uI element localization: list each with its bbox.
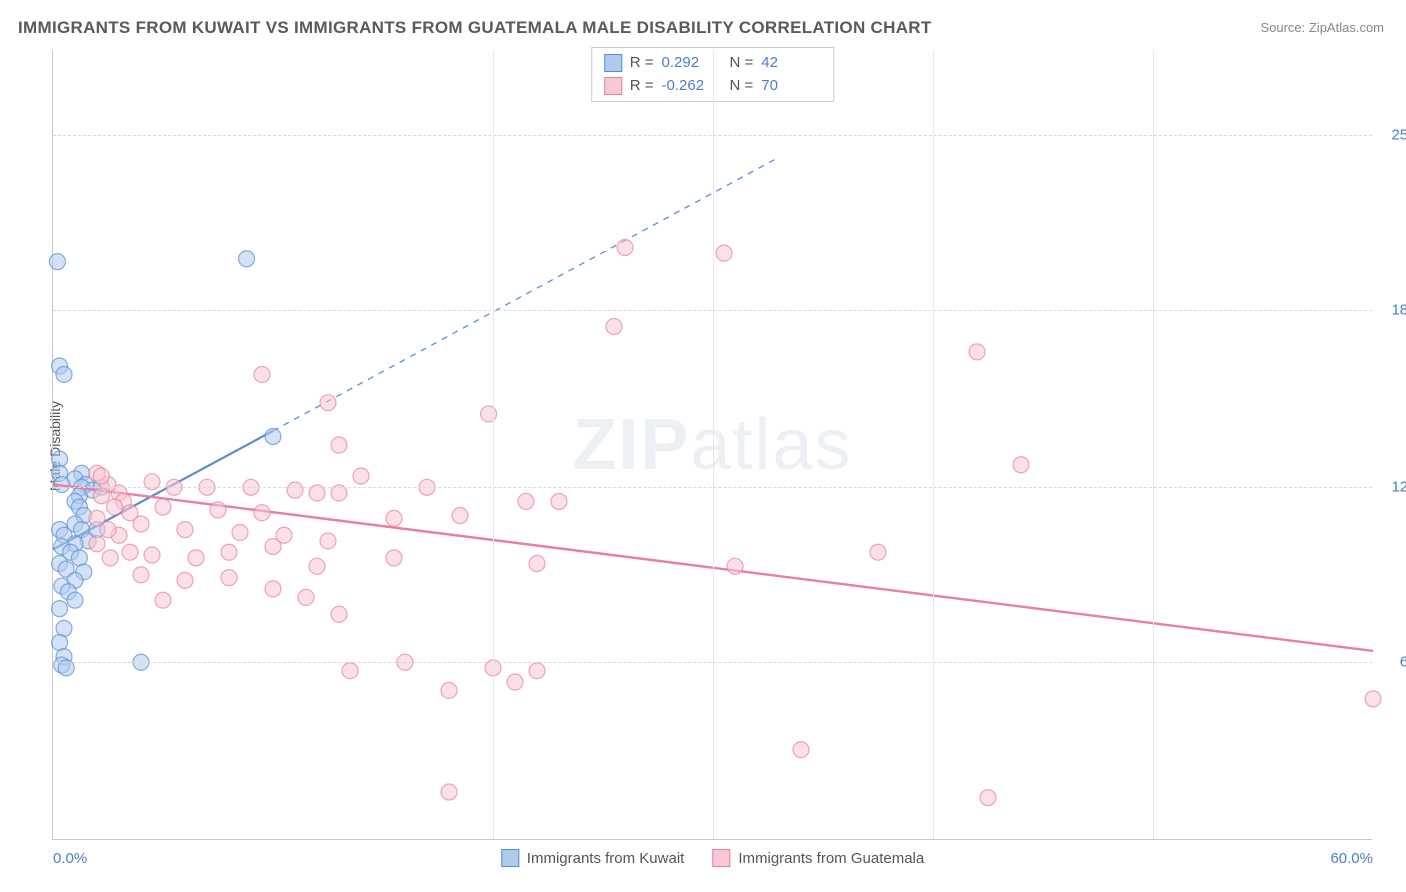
gridline-v <box>493 50 494 839</box>
xtick-label: 60.0% <box>1330 850 1373 867</box>
chart-container: IMMIGRANTS FROM KUWAIT VS IMMIGRANTS FRO… <box>0 0 1406 892</box>
n-value-0: 42 <box>761 52 821 75</box>
n-value-1: 70 <box>761 75 821 98</box>
legend-item-guatemala: Immigrants from Guatemala <box>712 849 924 867</box>
n-label-1: N = <box>730 75 754 98</box>
r-label-1: R = <box>630 75 654 98</box>
n-label-0: N = <box>730 52 754 75</box>
legend-item-kuwait: Immigrants from Kuwait <box>501 849 685 867</box>
xtick-label: 0.0% <box>53 850 87 867</box>
ytick-label: 18.8% <box>1391 301 1406 318</box>
bottom-legend: Immigrants from Kuwait Immigrants from G… <box>501 849 924 867</box>
r-label-0: R = <box>630 52 654 75</box>
chart-source: Source: ZipAtlas.com <box>1260 20 1384 35</box>
gridline-v <box>713 50 714 839</box>
swatch-guatemala-bottom <box>712 849 730 867</box>
chart-title: IMMIGRANTS FROM KUWAIT VS IMMIGRANTS FRO… <box>18 18 932 38</box>
swatch-kuwait-bottom <box>501 849 519 867</box>
swatch-kuwait <box>604 54 622 72</box>
swatch-guatemala <box>604 77 622 95</box>
ytick-label: 6.3% <box>1400 654 1406 671</box>
ytick-label: 12.5% <box>1391 479 1406 496</box>
plot-area: ZIPatlas R = 0.292 N = 42 R = -0.262 N =… <box>52 50 1372 840</box>
ytick-label: 25.0% <box>1391 126 1406 143</box>
gridline-v <box>1153 50 1154 839</box>
gridline-v <box>933 50 934 839</box>
series-name-1: Immigrants from Guatemala <box>738 850 924 867</box>
series-name-0: Immigrants from Kuwait <box>527 850 685 867</box>
